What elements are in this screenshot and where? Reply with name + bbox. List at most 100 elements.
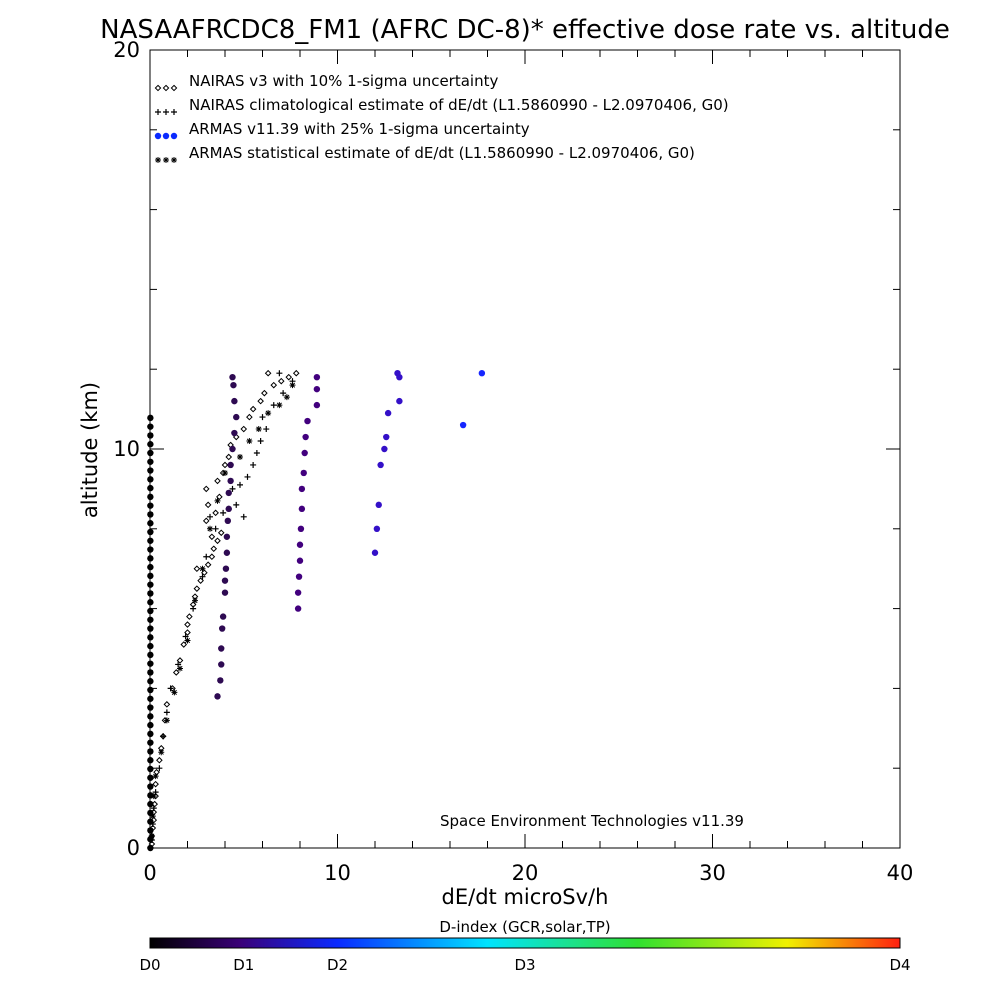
- colorbar-label: D2: [327, 956, 348, 974]
- armas-point: [217, 677, 224, 684]
- legend: NAIRAS v3 with 10% 1-sigma uncertainty NA…: [154, 72, 729, 163]
- legend-swatch: [154, 132, 162, 140]
- diamond-point: [152, 780, 159, 788]
- diamond-point: [184, 621, 191, 628]
- armas-point: [294, 589, 302, 596]
- baseline-point: [147, 748, 154, 755]
- diamond-point: [151, 800, 158, 808]
- diamond-point: [184, 629, 191, 636]
- armas-point: [297, 525, 305, 532]
- armas-point: [296, 541, 304, 548]
- baseline-point: [147, 713, 154, 720]
- series-2: [214, 369, 486, 700]
- x-tick-labels: 0 10 20 30 40: [143, 861, 913, 885]
- legend-swatch: [155, 109, 161, 115]
- armas-point: [214, 693, 221, 700]
- baseline-point: [147, 695, 154, 702]
- legend-item: NAIRAS climatological estimate of dE/dt …: [155, 96, 729, 115]
- armas-point: [313, 401, 321, 409]
- legend-item: ARMAS v11.39 with 25% 1-sigma uncertaint…: [154, 120, 530, 140]
- armas-point: [295, 573, 303, 580]
- baseline-point: [147, 678, 154, 685]
- baseline-point: [147, 827, 154, 834]
- asterisk-point: [276, 402, 283, 409]
- baseline-point: [147, 704, 154, 711]
- legend-swatch: [162, 132, 170, 140]
- x-tick-label: 0: [143, 861, 156, 885]
- baseline-point: [147, 441, 154, 448]
- armas-point: [375, 501, 382, 509]
- armas-point: [371, 549, 379, 556]
- plot-area: [149, 49, 901, 849]
- baseline-point: [147, 757, 154, 764]
- armas-point: [381, 445, 388, 453]
- asterisk-point: [207, 525, 213, 532]
- diamond-point: [225, 453, 233, 461]
- diamond-point: [156, 756, 163, 764]
- baseline-point: [147, 423, 154, 430]
- armas-point: [233, 413, 240, 421]
- baseline-point: [147, 458, 154, 465]
- baseline-point: [147, 581, 154, 588]
- baseline-point: [147, 563, 154, 571]
- baseline-point: [147, 783, 154, 790]
- armas-point: [221, 589, 229, 596]
- armas-point: [218, 625, 226, 632]
- y-tick-labels: 0 10 20: [113, 38, 140, 860]
- plus-point: [263, 426, 270, 433]
- baseline-point: [147, 537, 154, 544]
- armas-point: [302, 433, 309, 441]
- baseline-point: [147, 520, 154, 527]
- diamond-point: [221, 461, 229, 469]
- asterisk-point: [222, 469, 228, 476]
- legend-swatch: [154, 84, 162, 92]
- plus-point: [203, 553, 210, 560]
- baseline-point: [147, 730, 154, 738]
- plus-point: [163, 709, 170, 716]
- colorbar-label: D1: [233, 956, 254, 974]
- asterisk-point: [192, 597, 198, 604]
- armas-point: [221, 577, 229, 584]
- baseline-point: [147, 642, 154, 650]
- plus-point: [276, 370, 283, 377]
- data-points: [147, 369, 486, 852]
- legend-swatch: [171, 157, 177, 163]
- diamond-point: [204, 501, 212, 509]
- baseline-point: [147, 765, 154, 773]
- baseline-point: [147, 599, 154, 606]
- asterisk-point: [214, 497, 221, 504]
- diamond-point: [176, 657, 184, 664]
- plus-point: [156, 765, 163, 772]
- plus-point: [149, 821, 156, 828]
- diamond-point: [208, 533, 216, 541]
- asterisk-point: [246, 438, 253, 445]
- colorbar: [149, 937, 901, 949]
- diamond-point: [172, 669, 180, 676]
- legend-swatch: [155, 157, 161, 163]
- diamond-point: [292, 369, 300, 377]
- plus-point: [250, 461, 257, 468]
- baseline-point: [147, 528, 154, 536]
- legend-swatch: [162, 84, 170, 92]
- asterisk-point: [289, 382, 296, 389]
- plus-point: [229, 485, 236, 492]
- armas-point: [313, 373, 321, 381]
- series-3: [148, 382, 296, 840]
- x-axis-label: dE/dt microSv/h: [442, 885, 609, 909]
- x-tick-label: 30: [699, 861, 726, 885]
- armas-point: [296, 557, 304, 564]
- baseline-point: [147, 818, 154, 825]
- asterisk-point: [171, 689, 178, 696]
- legend-label: NAIRAS v3 with 10% 1-sigma uncertainty: [189, 72, 498, 90]
- baseline-point: [147, 660, 154, 667]
- diamond-point: [202, 485, 210, 493]
- asterisk-point: [163, 717, 170, 724]
- armas-point: [225, 489, 232, 497]
- armas-point: [459, 421, 467, 429]
- diamond-point: [153, 768, 160, 776]
- armas-point: [313, 385, 321, 393]
- legend-swatch: [170, 132, 178, 140]
- diamond-point: [150, 816, 158, 824]
- plus-point: [167, 685, 174, 692]
